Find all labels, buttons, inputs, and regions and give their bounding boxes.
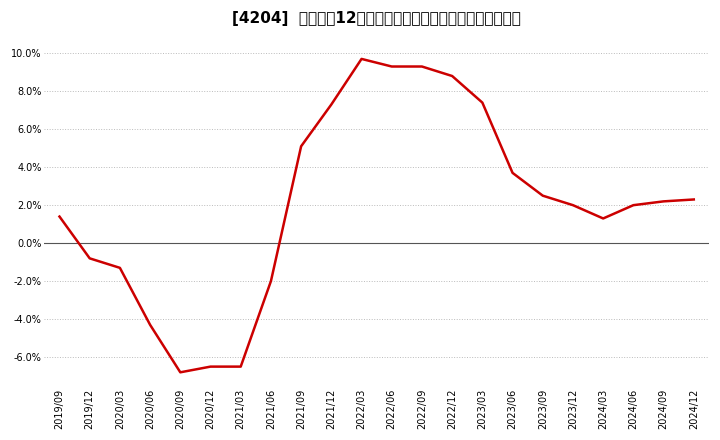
- Title: [4204]  売上高の12か月移動合計の対前年同期増減率の推移: [4204] 売上高の12か月移動合計の対前年同期増減率の推移: [233, 11, 521, 26]
